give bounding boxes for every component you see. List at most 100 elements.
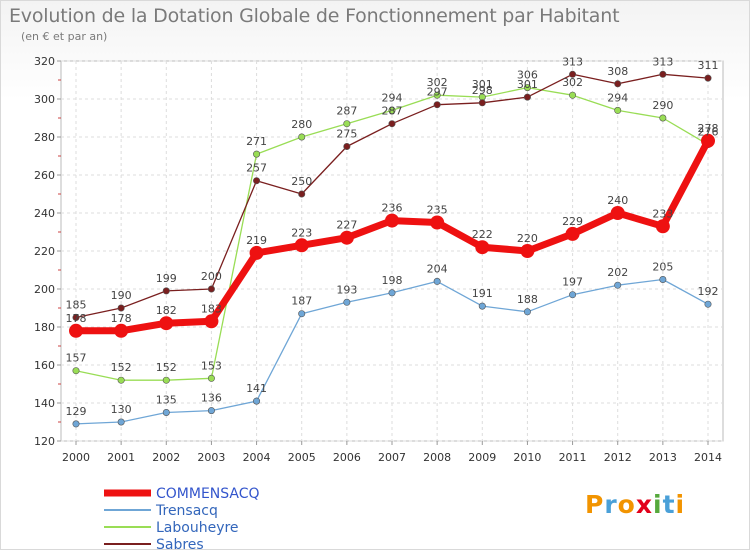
x-tick-label: 2006 <box>333 451 361 464</box>
data-point-sabres <box>704 74 712 82</box>
data-point-labouheyre <box>569 91 577 99</box>
data-point-commensacq <box>430 215 445 230</box>
data-label-sabres: 190 <box>111 289 132 302</box>
data-point-labouheyre <box>614 106 622 114</box>
data-label-sabres: 313 <box>562 55 583 68</box>
data-point-labouheyre <box>207 374 215 382</box>
data-point-commensacq <box>475 240 490 255</box>
y-tick-label: 320 <box>34 55 55 68</box>
data-label-sabres: 301 <box>517 78 538 91</box>
data-label-trensacq: 129 <box>66 405 87 418</box>
data-point-trensacq <box>343 298 351 306</box>
data-point-trensacq <box>207 407 215 415</box>
data-label-trensacq: 187 <box>291 295 312 308</box>
data-label-labouheyre: 280 <box>291 118 312 131</box>
data-point-sabres <box>253 177 261 185</box>
data-label-labouheyre: 301 <box>472 78 493 91</box>
x-tick-label: 2000 <box>62 451 90 464</box>
legend-label-labouheyre: Labouheyre <box>156 520 239 536</box>
data-point-sabres <box>523 93 531 101</box>
y-tick-label: 300 <box>34 93 55 106</box>
data-label-sabres: 308 <box>607 65 628 78</box>
data-point-sabres <box>569 70 577 78</box>
data-label-commensacq: 183 <box>201 302 222 315</box>
data-point-commensacq <box>339 230 354 245</box>
x-tick-label: 2005 <box>288 451 316 464</box>
y-tick-label: 200 <box>34 283 55 296</box>
data-label-sabres: 200 <box>201 270 222 283</box>
data-label-sabres: 287 <box>382 105 403 118</box>
legend-label-commensacq: COMMENSACQ <box>156 486 260 502</box>
data-label-commensacq: 235 <box>427 204 448 217</box>
data-point-trensacq <box>117 418 125 426</box>
data-point-sabres <box>659 70 667 78</box>
data-point-commensacq <box>565 226 580 241</box>
data-point-labouheyre <box>298 133 306 141</box>
legend-label-trensacq: Trensacq <box>155 503 218 519</box>
data-label-labouheyre: 153 <box>201 359 222 372</box>
y-tick-label: 220 <box>34 245 55 258</box>
data-label-labouheyre: 287 <box>336 105 357 118</box>
data-point-sabres <box>343 143 351 151</box>
data-point-labouheyre <box>433 91 441 99</box>
chart-subtitle: (en € et par an) <box>21 30 108 43</box>
data-label-sabres: 185 <box>66 299 87 312</box>
data-label-commensacq: 240 <box>607 194 628 207</box>
data-label-sabres: 250 <box>291 175 312 188</box>
data-point-commensacq <box>69 323 83 338</box>
data-point-commensacq <box>159 316 174 331</box>
data-label-trensacq: 198 <box>382 274 403 287</box>
data-point-commensacq <box>204 314 219 329</box>
data-point-trensacq <box>162 408 170 416</box>
data-point-commensacq <box>610 206 625 220</box>
data-label-commensacq: 278 <box>698 122 719 135</box>
data-label-sabres: 199 <box>156 272 177 285</box>
data-label-trensacq: 188 <box>517 293 538 306</box>
data-label-labouheyre: 302 <box>562 76 583 89</box>
x-tick-label: 2007 <box>378 451 406 464</box>
data-label-labouheyre: 302 <box>427 76 448 89</box>
data-label-commensacq: 222 <box>472 228 493 241</box>
x-tick-label: 2014 <box>694 451 722 464</box>
data-point-trensacq <box>253 397 261 405</box>
data-point-trensacq <box>704 300 712 308</box>
data-label-commensacq: 227 <box>336 219 357 232</box>
data-point-sabres <box>72 313 80 321</box>
y-tick-label: 120 <box>34 435 55 448</box>
legend-label-sabres: Sabres <box>156 537 204 551</box>
data-label-sabres: 257 <box>246 162 267 175</box>
y-tick-label: 240 <box>34 207 55 220</box>
data-label-sabres: 298 <box>472 84 493 97</box>
data-label-sabres: 275 <box>336 128 357 141</box>
y-tick-label: 180 <box>34 321 55 334</box>
data-label-sabres: 313 <box>652 55 673 68</box>
data-point-sabres <box>478 99 486 107</box>
data-point-trensacq <box>614 281 622 289</box>
data-point-labouheyre <box>659 114 667 122</box>
y-tick-label: 260 <box>34 169 55 182</box>
data-label-labouheyre: 271 <box>246 135 267 148</box>
chart-title: Evolution de la Dotation Globale de Fonc… <box>9 5 620 27</box>
data-point-labouheyre <box>388 106 396 114</box>
data-label-trensacq: 130 <box>111 403 132 416</box>
data-point-sabres <box>298 190 306 198</box>
data-label-trensacq: 193 <box>336 283 357 296</box>
data-label-labouheyre: 306 <box>517 69 538 82</box>
data-label-trensacq: 191 <box>472 287 493 300</box>
x-tick-label: 2003 <box>197 451 225 464</box>
data-label-commensacq: 178 <box>66 312 87 325</box>
data-label-labouheyre: 294 <box>607 91 628 104</box>
x-tick-label: 2009 <box>468 451 496 464</box>
data-point-labouheyre <box>253 150 261 158</box>
data-label-sabres: 297 <box>427 86 448 99</box>
data-point-sabres <box>433 101 441 109</box>
x-tick-label: 2013 <box>649 451 677 464</box>
y-tick-label: 140 <box>34 397 55 410</box>
data-label-commensacq: 223 <box>291 226 312 239</box>
data-point-commensacq <box>114 323 129 338</box>
data-label-trensacq: 135 <box>156 394 177 407</box>
data-point-labouheyre <box>117 376 125 384</box>
data-label-commensacq: 182 <box>156 304 177 317</box>
